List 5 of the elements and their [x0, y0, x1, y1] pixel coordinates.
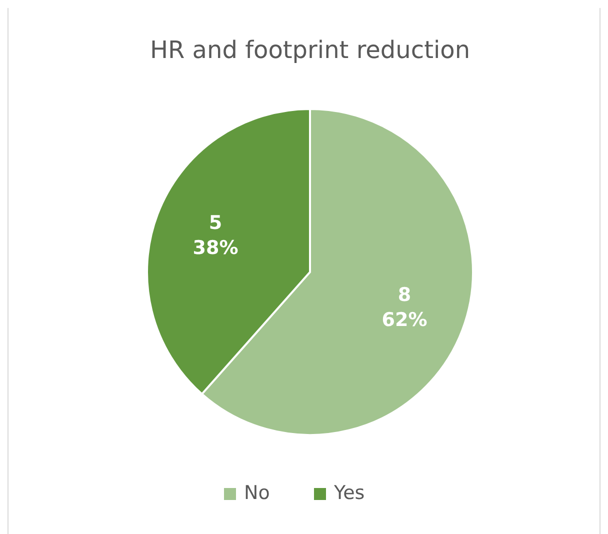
chart-title: HR and footprint reduction — [150, 36, 470, 64]
legend-label: No — [244, 482, 270, 504]
data-label: 5 38% — [192, 212, 238, 260]
data-label: 8 62% — [382, 284, 428, 332]
legend-label: Yes — [333, 482, 365, 504]
